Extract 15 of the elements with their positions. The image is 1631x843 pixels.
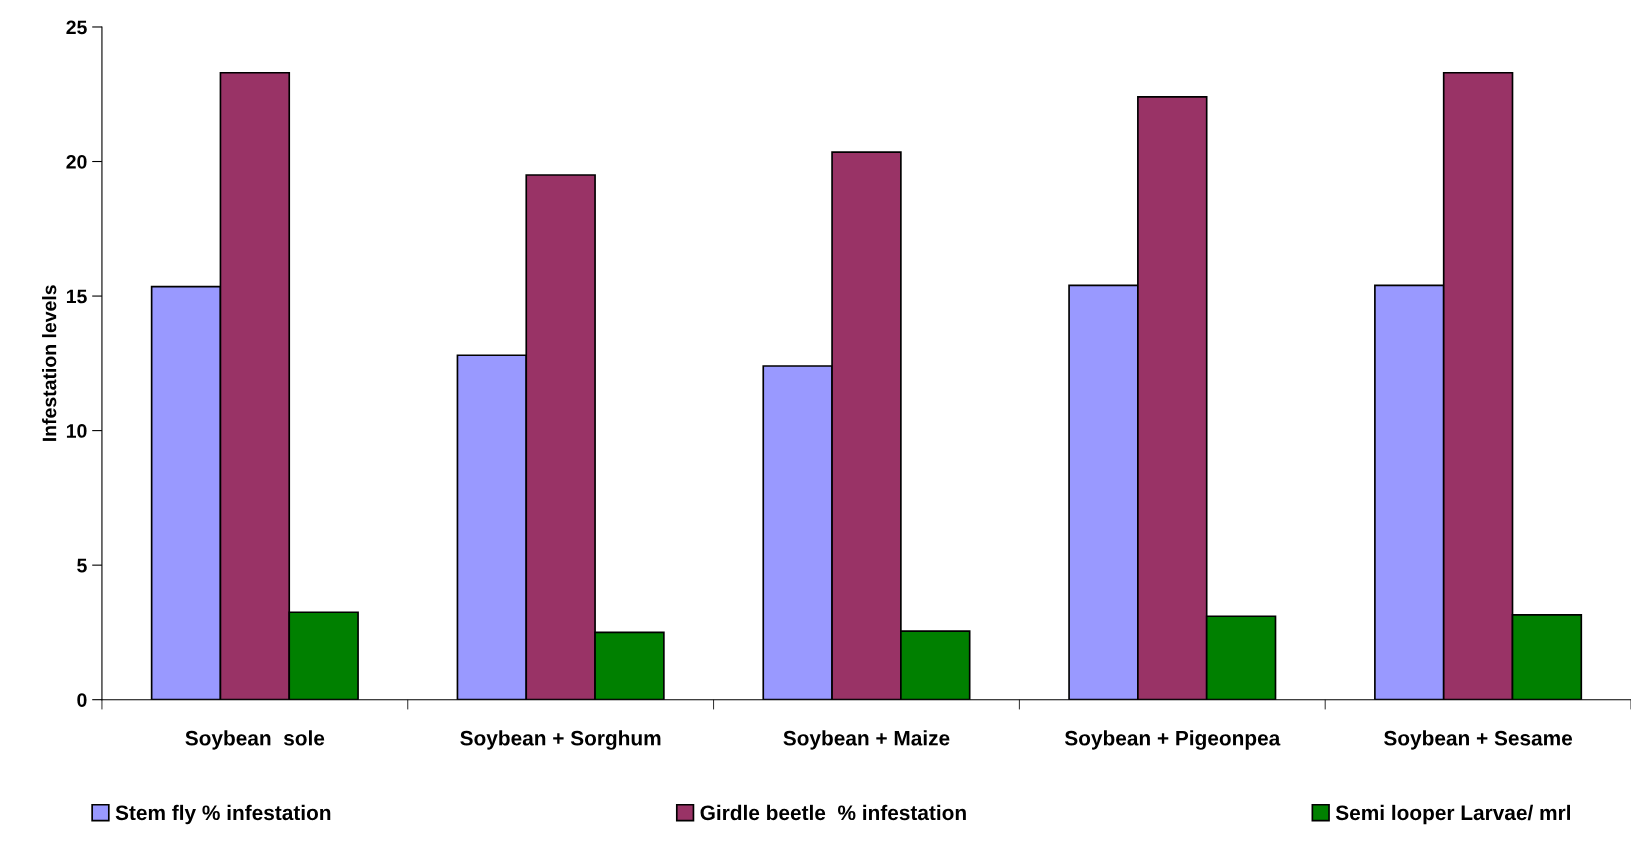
y-tick-label: 0	[77, 693, 87, 707]
x-tick-label: Soybean + Sesame	[1384, 730, 1573, 750]
x-tick-label: Soybean + Maize	[783, 730, 950, 750]
y-tick-label: 15	[66, 289, 87, 304]
y-tick-label: 20	[66, 154, 87, 169]
x-tick-label: Soybean + Pigeonpea	[1064, 730, 1281, 750]
y-tick-label: 5	[77, 558, 87, 573]
legend-label: Semi looper Larvae/ mrl	[1335, 804, 1571, 825]
x-tick-label: Soybean + Sorghum	[460, 730, 661, 750]
x-tick-label: Soybean sole	[185, 730, 325, 750]
legend-label: Stem fly % infestation	[115, 804, 331, 825]
y-axis-title: Infestation levels	[42, 285, 57, 441]
legend-label: Girdle beetle % infestation	[700, 804, 966, 821]
y-tick-label: 10	[66, 424, 87, 438]
y-tick-label: 25	[66, 20, 87, 35]
